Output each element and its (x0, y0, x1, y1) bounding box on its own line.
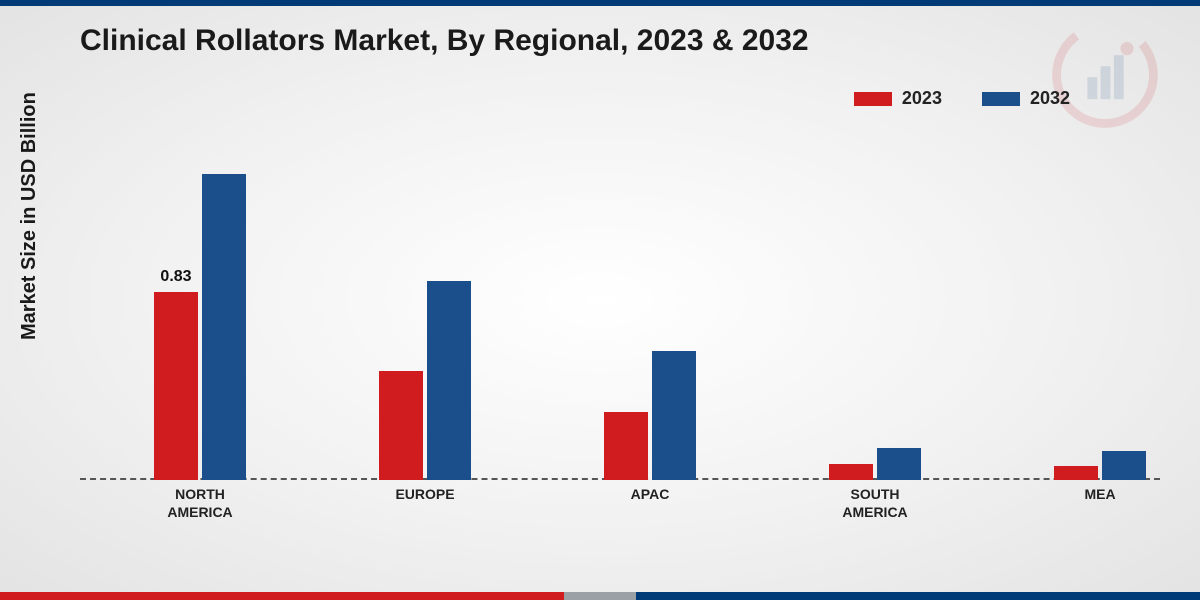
bar-group (1030, 140, 1170, 480)
plot-area: 0.83 (80, 140, 1160, 480)
bar-2032 (877, 448, 921, 480)
bottom-accent-grey (564, 592, 636, 600)
bar-2023 (829, 464, 873, 480)
legend-label-2023: 2023 (902, 88, 942, 109)
category-label: NORTH AMERICA (130, 486, 270, 521)
legend-label-2032: 2032 (1030, 88, 1070, 109)
legend: 2023 2032 (854, 88, 1070, 109)
category-label: APAC (580, 486, 720, 504)
y-axis-label: Market Size in USD Billion (18, 92, 41, 340)
bar-2023 (1054, 466, 1098, 480)
category-label: EUROPE (355, 486, 495, 504)
bar-2023 (604, 412, 648, 480)
chart-title: Clinical Rollators Market, By Regional, … (80, 24, 809, 58)
bar-2032 (427, 281, 471, 480)
bar-2023 (154, 292, 198, 480)
bar-2032 (202, 174, 246, 480)
category-label: SOUTH AMERICA (805, 486, 945, 521)
chart-canvas: Clinical Rollators Market, By Regional, … (0, 0, 1200, 600)
bar-2032 (652, 351, 696, 480)
bar-group (355, 140, 495, 480)
bar-group (805, 140, 945, 480)
watermark-logo (1050, 20, 1160, 130)
top-accent-bar (0, 0, 1200, 6)
legend-item-2032: 2032 (982, 88, 1070, 109)
category-labels: NORTH AMERICAEUROPEAPACSOUTH AMERICAMEA (80, 486, 1160, 546)
bar-group (130, 140, 270, 480)
category-label: MEA (1030, 486, 1170, 504)
legend-swatch-2023 (854, 92, 892, 106)
bar-2032 (1102, 451, 1146, 480)
bar-group (580, 140, 720, 480)
bottom-accent-blue (636, 592, 1200, 600)
legend-item-2023: 2023 (854, 88, 942, 109)
bar-2023 (379, 371, 423, 480)
bottom-accent-bar (0, 592, 1200, 600)
legend-swatch-2032 (982, 92, 1020, 106)
value-label: 0.83 (146, 268, 206, 286)
bottom-accent-red (0, 592, 564, 600)
